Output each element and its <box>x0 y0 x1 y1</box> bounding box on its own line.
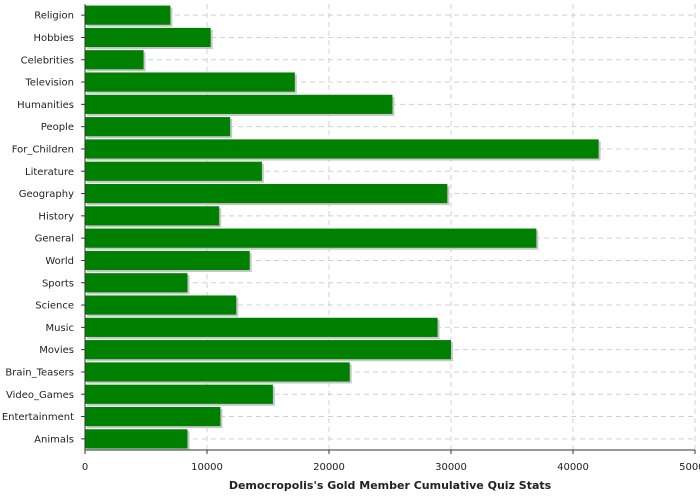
x-tick-label: 10000 <box>191 462 223 473</box>
category-label: For_Children <box>12 144 74 155</box>
x-tick-label: 40000 <box>557 462 589 473</box>
bar-entertainment <box>85 406 221 427</box>
bar-hobbies <box>85 27 211 48</box>
category-label: Entertainment <box>2 412 74 423</box>
category-label: Religion <box>34 11 74 22</box>
bar-music <box>85 317 438 337</box>
x-tick-label: 50000 <box>679 462 700 473</box>
bar-humanities <box>85 94 393 114</box>
bar-for-children <box>85 139 599 159</box>
category-label: Music <box>46 323 74 334</box>
category-label: Science <box>35 301 74 312</box>
category-label: Humanities <box>17 100 74 111</box>
category-labels: Religion Hobbies Celebrities Television Huma… <box>2 11 74 446</box>
bar-animals <box>85 429 188 449</box>
x-tick-label: 30000 <box>435 462 467 473</box>
bar-video-games <box>85 384 273 404</box>
bar-brain-teasers <box>85 362 350 382</box>
bar-geography <box>85 183 448 204</box>
bar-religion <box>85 5 171 25</box>
x-tick-label: 20000 <box>313 462 345 473</box>
bar-sports <box>85 273 188 293</box>
category-label: Animals <box>34 434 74 445</box>
tick-labels: 0 10000 20000 30000 40000 50000 <box>82 462 700 473</box>
bar-celebrities <box>85 50 144 70</box>
category-label: History <box>38 211 74 222</box>
category-label: Movies <box>39 345 74 356</box>
category-label: Hobbies <box>34 33 74 44</box>
category-label: Video_Games <box>6 390 74 401</box>
bar-movies <box>85 340 451 360</box>
x-axis-title: Democropolis's Gold Member Cumulative Qu… <box>229 479 552 492</box>
category-label: Sports <box>42 278 74 289</box>
category-label: General <box>35 234 74 245</box>
category-label: People <box>41 122 74 133</box>
bars <box>85 5 599 449</box>
category-label: Literature <box>25 167 74 178</box>
category-label: Geography <box>19 189 74 200</box>
bar-world <box>85 250 250 271</box>
bar-history <box>85 206 220 226</box>
bar-television <box>85 72 295 92</box>
category-label: Television <box>24 78 74 89</box>
bar-people <box>85 117 231 137</box>
axes <box>81 4 696 454</box>
x-tick-label: 0 <box>82 462 88 473</box>
category-label: Celebrities <box>21 55 74 66</box>
bar-general <box>85 228 537 248</box>
bar-literature <box>85 161 262 181</box>
bar-science <box>85 295 237 315</box>
category-label: World <box>45 256 74 267</box>
category-label: Brain_Teasers <box>5 367 74 378</box>
